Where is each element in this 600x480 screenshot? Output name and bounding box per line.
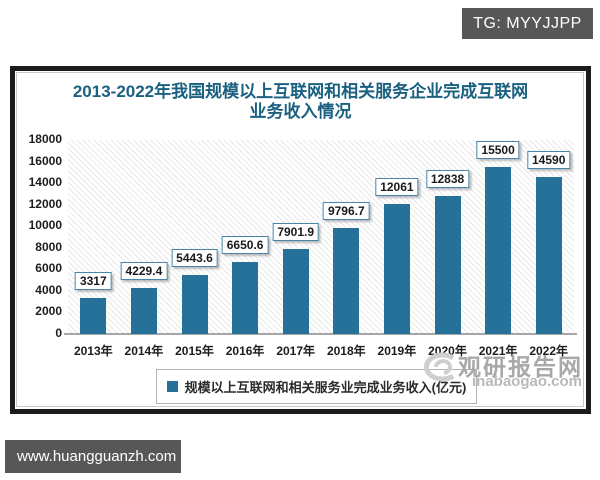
bar-value-label: 3317: [74, 272, 112, 291]
bar-value-label: 4229.4: [120, 262, 168, 281]
bar-value-label: 5443.6: [171, 249, 218, 268]
y-tick-label: 2000: [35, 304, 62, 319]
x-tick-label: 2018年: [326, 344, 366, 358]
chart-title-line1: 2013-2022年我国规模以上互联网和相关服务企业完成互联网: [72, 82, 529, 101]
bar-value-label: 9796.7: [322, 202, 370, 221]
bar-value-label: 12838: [425, 169, 470, 188]
bar: [485, 166, 512, 334]
bar: [383, 204, 410, 334]
bar: [181, 275, 208, 334]
x-tick-label: 2019年: [377, 344, 417, 358]
legend: 规模以上互联网和相关服务业完成业务收入(亿元): [156, 369, 477, 404]
y-tick-label: 18000: [28, 132, 62, 146]
x-tick-label: 2017年: [276, 344, 316, 358]
x-tick-label: 2021年: [478, 344, 518, 358]
bar: [232, 262, 259, 334]
bar: [282, 248, 309, 334]
chart-panel: 2013-2022年我国规模以上互联网和相关服务企业完成互联网 业务收入情况 1…: [10, 66, 591, 414]
x-tick-label: 2015年: [175, 344, 214, 358]
bar: [130, 288, 157, 334]
bar-value-label: 14590: [527, 150, 571, 169]
bar-value-label: 15500: [476, 140, 520, 159]
bar-value-label: 6650.6: [221, 236, 269, 255]
legend-swatch: [166, 381, 178, 392]
legend-label: 规模以上互联网和相关服务业完成业务收入(亿元): [184, 380, 467, 395]
telegram-badge: TG: MYYJJPP: [462, 8, 593, 39]
footer-url-badge: www.huangguanzh.com: [5, 440, 181, 473]
bar-value-label: 12061: [375, 178, 419, 196]
bar-value-label: 7901.9: [272, 222, 320, 241]
telegram-badge-label: TG: MYYJJPP: [473, 14, 582, 32]
y-tick-label: 14000: [28, 175, 62, 190]
y-tick-label: 4000: [35, 282, 62, 297]
x-tick-label: 2016年: [225, 344, 265, 358]
x-tick-label: 2014年: [124, 344, 164, 358]
y-tick-label: 10000: [28, 218, 62, 233]
bar: [535, 176, 562, 334]
x-tick-label: 2020年: [428, 344, 467, 358]
chart-title-line2: 业务收入情况: [249, 102, 352, 121]
bar: [80, 298, 107, 334]
x-axis-line: [64, 333, 577, 335]
y-tick-label: 8000: [35, 239, 62, 254]
chart-title: 2013-2022年我国规模以上互联网和相关服务企业完成互联网 业务收入情况: [15, 82, 586, 122]
footer-url: www.huangguanzh.com: [17, 448, 177, 465]
y-tick-label: 16000: [28, 153, 62, 168]
x-tick-label: 2022年: [529, 344, 569, 358]
bar: [333, 228, 360, 334]
y-tick-label: 0: [55, 326, 62, 340]
y-tick-label: 12000: [28, 196, 62, 211]
x-tick-label: 2013年: [73, 344, 113, 358]
bar: [434, 195, 461, 334]
y-tick-label: 6000: [35, 261, 62, 276]
